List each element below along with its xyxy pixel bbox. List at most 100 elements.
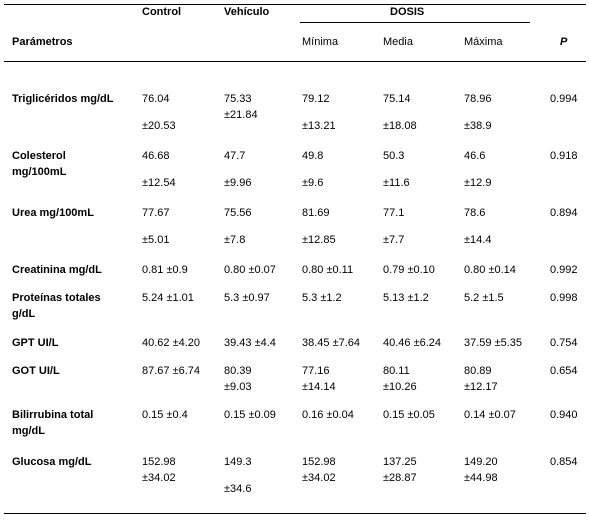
row-label: Triglicéridos mg/dL [12,93,114,105]
cell: ±7.8 [224,234,246,246]
cell: 78.96 [464,93,492,105]
cell: ±14.14 [302,381,336,393]
p-value: 0.918 [550,150,578,162]
row-label: Urea mg/100mL [12,207,94,219]
cell: ±34.02 [302,472,336,484]
cell: ±18.08 [383,120,417,132]
cell: ±21.84 [224,109,258,121]
header: Vehículo [224,6,270,18]
cell: 0.16 ±0.04 [302,409,354,421]
row-label: GOT UI/L [12,365,60,377]
cell: 77.16 [302,365,330,377]
header: DOSIS [390,6,425,18]
cell: 5.3 ±0.97 [224,292,270,304]
row-label: GPT UI/L [12,337,59,349]
cell: 81.69 [302,207,330,219]
p-value: 0.998 [550,292,578,304]
cell: 0.80 ±0.11 [302,264,354,276]
rule [4,4,586,5]
cell: 87.67 ±6.74 [142,365,201,377]
cell: 0.80 ±0.14 [464,264,516,276]
cell: 79.12 [302,93,330,105]
cell: ±12.54 [142,177,176,189]
cell: 0.15 ±0.4 [142,409,188,421]
cell: ±12.17 [464,381,498,393]
row-label: mg/dL [12,425,45,437]
cell: ±9.03 [224,381,252,393]
p-value: 0.754 [550,337,578,349]
header: Máxima [464,36,503,48]
cell: 47.7 [224,150,246,162]
cell: 38.45 ±7.64 [302,337,361,349]
cell: ±34.6 [224,483,252,495]
rule [4,513,586,514]
cell: ±13.21 [302,120,336,132]
cell: 149.3 [224,456,252,468]
cell: 5.2 ±1.5 [464,292,504,304]
cell: 40.46 ±6.24 [383,337,442,349]
cell: ±38.9 [464,120,492,132]
cell: ±20.53 [142,120,176,132]
cell: 75.14 [383,93,411,105]
cell: 152.98 [302,456,336,468]
row-label: Bilirrubina total [12,409,94,421]
cell: 49.8 [302,150,324,162]
header: Media [383,36,413,48]
cell: 0.14 ±0.07 [464,409,516,421]
row-label: Colesterol [12,150,66,162]
cell: 75.56 [224,207,252,219]
cell: 152.98 [142,456,176,468]
cell: 137.25 [383,456,417,468]
cell: 46.6 [464,150,486,162]
cell: 5.24 ±1.01 [142,292,194,304]
cell: ±10.26 [383,381,417,393]
cell: 149.20 [464,456,498,468]
p-value: 0.940 [550,409,578,421]
cell: 5.13 ±1.2 [383,292,429,304]
row-label: g/dL [12,308,36,320]
cell: 0.81 ±0.9 [142,264,188,276]
cell: 50.3 [383,150,405,162]
cell: 0.15 ±0.09 [224,409,276,421]
cell: ±12.85 [302,234,336,246]
cell: ±7.7 [383,234,405,246]
cell: 37.59 ±5.35 [464,337,523,349]
cell: 80.89 [464,365,492,377]
cell: ±5.01 [142,234,170,246]
cell: 39.43 ±4.4 [224,337,276,349]
p-value: 0.992 [550,264,578,276]
cell: 46.68 [142,150,170,162]
cell: ±12.9 [464,177,492,189]
cell: ±44.98 [464,472,498,484]
cell: 80.11 [383,365,410,377]
cell: ±9.6 [302,177,324,189]
cell: 5.3 ±1.2 [302,292,342,304]
rule [300,22,530,23]
row-label: mg/100mL [12,166,67,178]
header: Mínima [302,36,339,48]
cell: 77.67 [142,207,170,219]
cell: ±34.02 [142,472,176,484]
cell: 0.79 ±0.10 [383,264,435,276]
cell: 0.15 ±0.05 [383,409,435,421]
cell: 40.62 ±4.20 [142,337,201,349]
p-value: 0.994 [550,93,578,105]
header: Control [142,6,182,18]
rule [4,61,586,62]
p-value: 0.854 [550,456,578,468]
cell: ±9.96 [224,177,252,189]
cell: 0.80 ±0.07 [224,264,276,276]
p-value: 0.894 [550,207,578,219]
cell: 77.1 [383,207,405,219]
row-label: Glucosa mg/dL [12,456,92,468]
p-value: 0.654 [550,365,578,377]
cell: 75.33 [224,93,252,105]
cell: ±14.4 [464,234,492,246]
cell: 80.39 [224,365,252,377]
header: Parámetros [12,36,73,48]
row-label: Proteínas totales [12,292,101,304]
cell: ±28.87 [383,472,417,484]
row-label: Creatinina mg/dL [12,264,102,276]
cell: ±11.6 [383,177,410,189]
header: P [560,36,568,48]
